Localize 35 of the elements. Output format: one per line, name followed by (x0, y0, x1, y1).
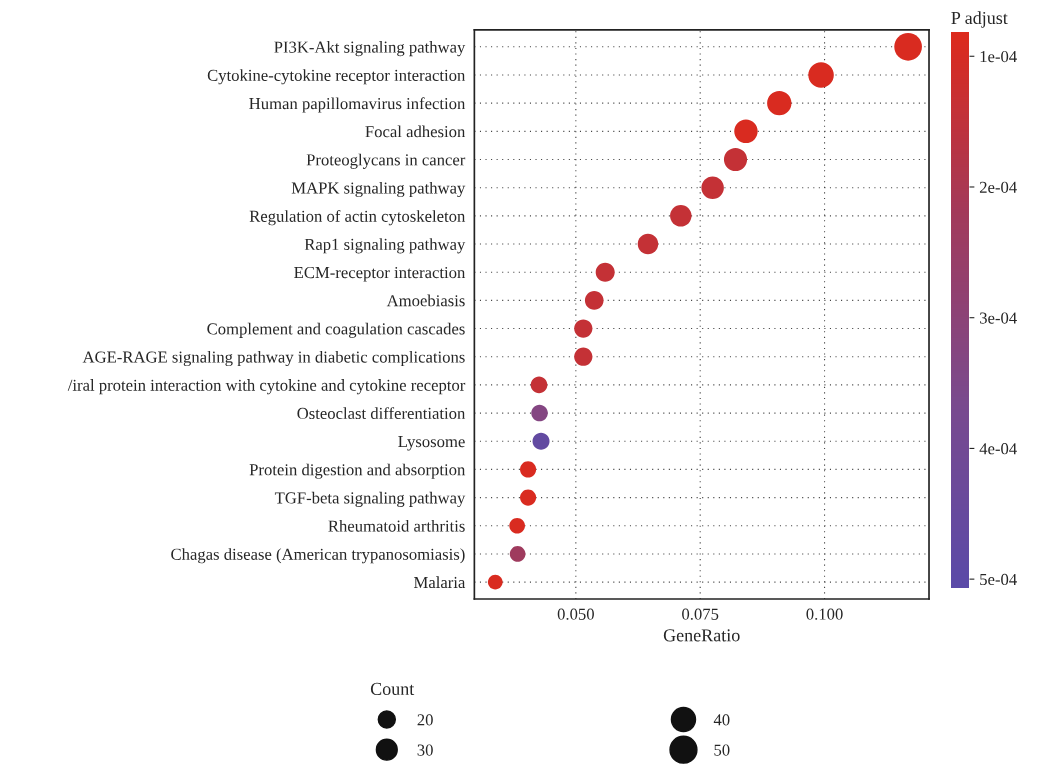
y-tick-label: Chagas disease (American trypanosomiasis) (171, 548, 465, 564)
legend-label: 30 (417, 744, 433, 756)
y-tick-label: TGF-beta signaling pathway (274, 491, 466, 507)
y-tick-label: Osteoclast differentiation (297, 407, 466, 420)
color-bar-label: 1e-04 (980, 50, 1017, 63)
color-bar-label: 4e-04 (979, 443, 1017, 455)
y-tick-label: Focal adhesion (365, 125, 466, 138)
y-tick-label: MAPK signaling pathway (291, 181, 466, 198)
y-tick-label: Rheumatoid arthritis (328, 519, 465, 532)
legend-label: 20 (417, 714, 433, 726)
y-tick-label: ECM-receptor interaction (294, 266, 466, 282)
y-tick-label: Regulation of actin cytoskeleton (249, 209, 466, 226)
y-tick-label: Cytokine-cytokine receptor interaction (207, 69, 466, 85)
color-bar-label: 2e-04 (979, 181, 1017, 193)
x-axis-title: GeneRatio (663, 629, 740, 642)
y-tick-label: AGE-RAGE signaling pathway in diabetic complications (82, 350, 465, 367)
x-tick-label: 0.075 (682, 608, 719, 620)
legend-label: 50 (714, 744, 730, 756)
y-tick-label: Complement and coagulation cascades (207, 322, 465, 338)
y-tick-label: /iral protein interaction with cytokine and cytokine receptor (67, 379, 466, 395)
color-bar-label: 5e-04 (980, 573, 1017, 586)
color-bar-title: P adjust (951, 11, 1008, 28)
legend-label: 40 (713, 714, 730, 726)
x-tick-label: 0.050 (557, 608, 594, 620)
x-tick-label: 0.100 (806, 608, 843, 620)
y-tick-label: Amoebiasis (386, 294, 465, 307)
y-tick-label: Proteoglycans in cancer (306, 153, 466, 169)
y-tick-label: Malaria (413, 576, 466, 589)
color-bar-label: 3e-04 (980, 312, 1017, 324)
y-tick-label: Lysosome (398, 436, 465, 451)
y-tick-label: Human papillomavirus infection (249, 97, 466, 113)
y-tick-label: Protein digestion and absorption (249, 463, 466, 479)
legend-title: Count (370, 682, 415, 695)
y-tick-label: PI3K-Akt signaling pathway (274, 41, 466, 57)
y-tick-label: Rap1 signaling pathway (304, 238, 466, 254)
